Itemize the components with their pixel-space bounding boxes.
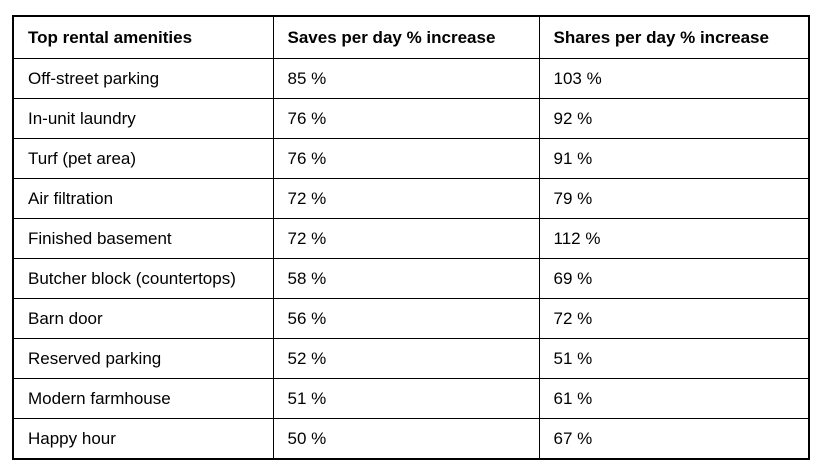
- table-row: Turf (pet area) 76 % 91 %: [12, 138, 810, 179]
- amenities-table: Top rental amenities Saves per day % inc…: [12, 15, 810, 460]
- cell-saves: 72 %: [272, 178, 540, 219]
- cell-amenity: Butcher block (countertops): [12, 258, 274, 299]
- column-header-shares: Shares per day % increase: [538, 15, 810, 59]
- cell-saves: 56 %: [272, 298, 540, 339]
- cell-shares: 61 %: [538, 378, 810, 419]
- cell-shares: 51 %: [538, 338, 810, 379]
- cell-amenity: Air filtration: [12, 178, 274, 219]
- cell-amenity: Finished basement: [12, 218, 274, 259]
- cell-shares: 67 %: [538, 418, 810, 460]
- table-row: Air filtration 72 % 79 %: [12, 178, 810, 219]
- table-row: Modern farmhouse 51 % 61 %: [12, 378, 810, 419]
- cell-saves: 85 %: [272, 58, 540, 99]
- cell-amenity: Off-street parking: [12, 58, 274, 99]
- cell-amenity: Turf (pet area): [12, 138, 274, 179]
- cell-saves: 58 %: [272, 258, 540, 299]
- cell-saves: 52 %: [272, 338, 540, 379]
- cell-saves: 72 %: [272, 218, 540, 259]
- table-row: Reserved parking 52 % 51 %: [12, 338, 810, 379]
- cell-shares: 91 %: [538, 138, 810, 179]
- cell-amenity: In-unit laundry: [12, 98, 274, 139]
- table-row: Barn door 56 % 72 %: [12, 298, 810, 339]
- table-header-row: Top rental amenities Saves per day % inc…: [12, 15, 810, 59]
- table-row: Finished basement 72 % 112 %: [12, 218, 810, 259]
- cell-shares: 112 %: [538, 218, 810, 259]
- cell-amenity: Happy hour: [12, 418, 274, 460]
- cell-saves: 76 %: [272, 98, 540, 139]
- cell-shares: 79 %: [538, 178, 810, 219]
- cell-shares: 92 %: [538, 98, 810, 139]
- table-row: Butcher block (countertops) 58 % 69 %: [12, 258, 810, 299]
- cell-saves: 50 %: [272, 418, 540, 460]
- cell-shares: 72 %: [538, 298, 810, 339]
- cell-amenity: Reserved parking: [12, 338, 274, 379]
- cell-shares: 103 %: [538, 58, 810, 99]
- cell-amenity: Barn door: [12, 298, 274, 339]
- column-header-amenities: Top rental amenities: [12, 15, 274, 59]
- table-row: Happy hour 50 % 67 %: [12, 418, 810, 460]
- column-header-saves: Saves per day % increase: [272, 15, 540, 59]
- cell-saves: 76 %: [272, 138, 540, 179]
- cell-saves: 51 %: [272, 378, 540, 419]
- table-row: In-unit laundry 76 % 92 %: [12, 98, 810, 139]
- table-row: Off-street parking 85 % 103 %: [12, 58, 810, 99]
- cell-amenity: Modern farmhouse: [12, 378, 274, 419]
- cell-shares: 69 %: [538, 258, 810, 299]
